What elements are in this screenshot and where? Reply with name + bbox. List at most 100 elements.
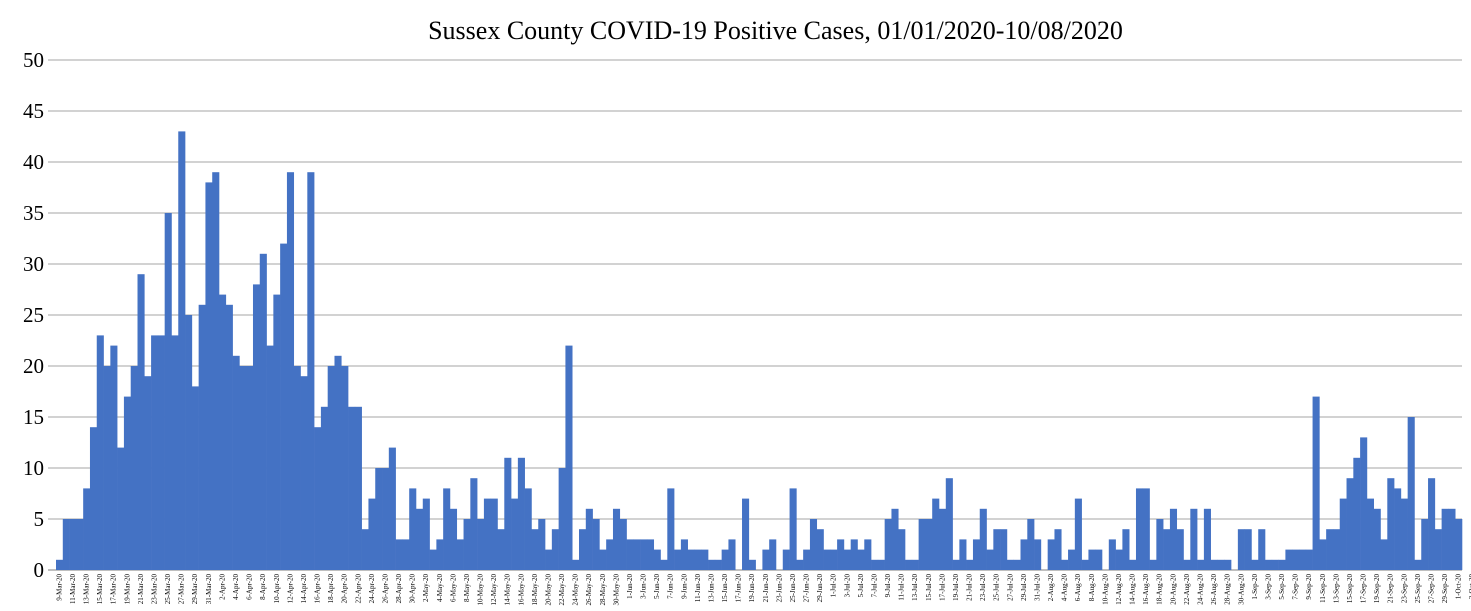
y-tick-label: 40 (23, 150, 44, 174)
bar (1142, 488, 1150, 570)
bar (382, 468, 390, 570)
bar (1373, 508, 1381, 570)
bar (579, 529, 587, 570)
bar (1353, 457, 1361, 570)
bar (225, 304, 233, 570)
x-tick-label: 2-Apr-20 (218, 574, 226, 600)
bar (1156, 519, 1164, 570)
x-tick-label: 27-Sep-20 (1427, 574, 1435, 604)
bar (1176, 529, 1184, 570)
x-tick-label: 26-Apr-20 (381, 574, 389, 604)
bar (443, 488, 451, 570)
x-tick-label: 21-Mar-20 (137, 574, 145, 605)
bar (721, 549, 729, 570)
bar (334, 355, 342, 570)
bar (1088, 549, 1096, 570)
x-tick-label: 19-Jul-20 (952, 574, 960, 601)
bar (1285, 549, 1293, 570)
bar (246, 366, 254, 570)
y-tick-label: 35 (23, 201, 44, 225)
bar (307, 172, 315, 570)
bar (1455, 519, 1463, 570)
bar (205, 182, 213, 570)
bar (191, 386, 199, 570)
bar (796, 559, 804, 570)
x-tick-label: 9-Jun-20 (680, 574, 688, 599)
bar (524, 488, 532, 570)
x-tick-label: 11-Jun-20 (694, 574, 702, 603)
bar (280, 243, 288, 570)
x-tick-label: 12-May-20 (490, 574, 498, 606)
bar (171, 335, 179, 570)
x-tick-label: 8-Apr-20 (259, 574, 267, 600)
bar (1006, 559, 1015, 570)
bar (925, 519, 933, 570)
bar (1326, 529, 1334, 570)
bar (1258, 529, 1266, 570)
bar (572, 559, 580, 570)
bar (640, 539, 648, 570)
x-tick-label: 18-May-20 (531, 574, 539, 606)
bar (633, 539, 641, 570)
x-tick-label: 30-Aug-20 (1237, 574, 1245, 605)
x-tick-label: 17-Jun-20 (735, 574, 743, 603)
bar (436, 539, 444, 570)
bar (368, 498, 376, 570)
bar (89, 427, 98, 570)
bar (1265, 559, 1273, 570)
bar (1434, 529, 1442, 570)
bar (884, 519, 892, 570)
x-tick-label: 8-Aug-20 (1088, 574, 1096, 602)
bar (348, 406, 356, 570)
x-tick-label: 19-Sep-20 (1373, 574, 1381, 604)
bar (1421, 519, 1429, 570)
bar (178, 131, 186, 570)
bar (497, 529, 505, 570)
bar (1197, 559, 1205, 570)
x-tick-label: 17-Sep-20 (1360, 574, 1368, 604)
bar (212, 172, 220, 570)
bar (850, 539, 858, 570)
x-tick-label: 29-Jul-20 (1020, 574, 1028, 601)
bar (545, 549, 553, 570)
x-tick-label: 20-Apr-20 (341, 574, 349, 604)
x-tick-label: 18-Aug-20 (1156, 574, 1164, 605)
bar (1237, 529, 1245, 570)
bar (110, 345, 118, 570)
x-tick-label: 26-May-20 (585, 574, 593, 606)
x-tick-label: 19-Mar-20 (123, 574, 131, 605)
bar (422, 498, 430, 570)
x-tick-label: 23-Jul-20 (979, 574, 987, 601)
bar (327, 366, 335, 570)
bar (103, 366, 111, 570)
bar (830, 549, 838, 570)
x-tick-label: 4-May-20 (436, 574, 444, 602)
bar (504, 457, 512, 570)
bar (490, 498, 498, 570)
bar (470, 478, 478, 570)
bar (1027, 519, 1035, 570)
bar (286, 172, 295, 570)
bar (769, 539, 777, 570)
x-tick-label: 13-Mar-20 (83, 574, 91, 605)
bar (1332, 529, 1341, 570)
x-tick-label: 1-Jun-20 (626, 574, 634, 599)
bar (1360, 437, 1368, 570)
bar (612, 508, 621, 570)
x-tick-label: 2-May-20 (422, 574, 430, 602)
bar (531, 529, 539, 570)
x-tick-label: 30-May-20 (612, 574, 620, 606)
bar (1244, 529, 1252, 570)
bar (891, 508, 899, 570)
bar (1305, 549, 1313, 570)
x-tick-label: 16-Aug-20 (1142, 574, 1150, 605)
bar (1428, 478, 1436, 570)
bar (1312, 396, 1320, 570)
bar (239, 366, 247, 570)
x-tick-label: 28-Aug-20 (1224, 574, 1232, 605)
bar (551, 529, 559, 570)
bar (653, 549, 661, 570)
bar (646, 539, 655, 570)
x-tick-label: 20-May-20 (544, 574, 552, 606)
bar (1034, 539, 1042, 570)
